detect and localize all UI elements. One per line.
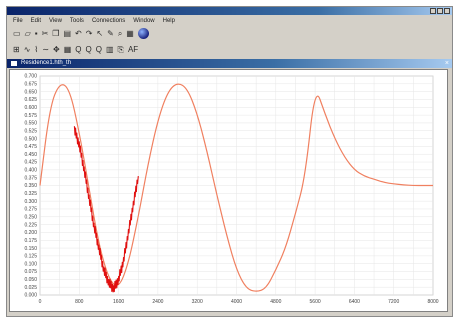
x-tick-label: 2400 [152, 299, 163, 305]
x-tick-label: 7200 [388, 299, 399, 305]
x-tick-label: 800 [75, 299, 84, 305]
menu-file[interactable]: File [13, 17, 23, 24]
y-tick-label: 0.325 [24, 191, 37, 197]
y-tick-label: 0.575 [24, 113, 37, 119]
zoom-icon[interactable]: ⌕ [117, 28, 123, 38]
curve-icon[interactable]: ∼ [42, 44, 50, 54]
globe-icon[interactable] [137, 28, 149, 39]
y-tick-label: 0.625 [24, 97, 37, 103]
menu-connections[interactable]: Connections [91, 17, 126, 24]
x-tick-label: 3200 [192, 299, 203, 305]
undo-icon[interactable]: ↶ [75, 28, 82, 38]
select-icon[interactable]: ⊞ [13, 44, 20, 54]
paste-icon[interactable]: ▤ [63, 28, 71, 38]
y-tick-label: 0.175 [24, 238, 37, 244]
open-icon[interactable]: ▱ [24, 28, 31, 38]
copy-plot-icon[interactable]: ⎘ [117, 44, 124, 54]
y-tick-label: 0.525 [24, 128, 37, 134]
menu-edit[interactable]: Edit [30, 17, 42, 24]
y-tick-label: 0.475 [24, 144, 37, 150]
zoom-out-button[interactable]: Q [85, 44, 92, 54]
cut-icon[interactable]: ✂ [41, 28, 49, 38]
document-icon [11, 61, 17, 66]
close-icon[interactable]: × [444, 60, 449, 67]
title-bar [7, 7, 452, 15]
line-tool-icon[interactable]: ∿ [23, 44, 31, 54]
y-tick-label: 0.300 [24, 199, 37, 205]
y-tick-label: 0.225 [24, 222, 37, 228]
series-main-line [39, 83, 433, 292]
minimize-button[interactable] [430, 8, 436, 14]
series-noise-line [73, 126, 139, 293]
y-tick-label: 0.375 [24, 175, 37, 181]
x-tick-label: 6400 [349, 299, 360, 305]
x-tick-label: 4800 [270, 299, 281, 305]
y-tick-label: 0.000 [24, 293, 37, 299]
y-tick-label: 0.600 [24, 105, 37, 111]
zoom-fit-button[interactable]: Q [95, 44, 102, 54]
menu-window[interactable]: Window [133, 17, 155, 24]
grid-icon[interactable]: ▦ [126, 28, 134, 38]
y-tick-label: 0.700 [24, 74, 37, 80]
y-tick-label: 0.050 [24, 277, 37, 283]
zoom-in-button[interactable]: Q [75, 44, 82, 54]
menu-help[interactable]: Help [162, 17, 175, 24]
application-window: File Edit View Tools Connections Window … [6, 6, 453, 317]
menu-view[interactable]: View [49, 17, 62, 24]
document-tab[interactable]: Residence1.hth_th × [7, 59, 452, 68]
y-tick-label: 0.275 [24, 207, 37, 213]
close-button[interactable] [444, 8, 450, 14]
window-controls [430, 8, 450, 14]
menu-tools[interactable]: Tools [69, 17, 84, 24]
y-tick-label: 0.200 [24, 230, 37, 236]
y-tick-label: 0.675 [24, 82, 37, 88]
pan-icon[interactable]: ✥ [53, 44, 60, 54]
y-tick-label: 0.250 [24, 214, 37, 220]
y-tick-label: 0.425 [24, 160, 37, 166]
save-icon[interactable]: ▪ [34, 28, 38, 38]
x-tick-label: 1600 [113, 299, 124, 305]
y-tick-label: 0.100 [24, 261, 37, 267]
main-toolbar: ▭ ▱ ▪ ✂ ❐ ▤ ↶ ↷ ↖ ✎ ⌕ ▦ [7, 27, 452, 40]
x-tick-label: 8000 [427, 299, 438, 305]
y-tick-label: 0.150 [24, 246, 37, 252]
y-tick-label: 0.350 [24, 183, 37, 189]
y-tick-label: 0.400 [24, 168, 37, 174]
autofit-button[interactable]: AF [127, 44, 139, 54]
table-icon[interactable]: ▥ [105, 44, 114, 54]
pen-icon[interactable]: ✎ [107, 28, 114, 38]
y-tick-label: 0.650 [24, 89, 37, 95]
y-tick-label: 0.550 [24, 121, 37, 127]
y-tick-label: 0.025 [24, 285, 37, 291]
grid-toggle-icon[interactable]: ▦ [63, 44, 72, 54]
redo-icon[interactable]: ↷ [85, 28, 93, 38]
status-bar [7, 312, 452, 316]
y-tick-label: 0.450 [24, 152, 37, 158]
document-title: Residence1.hth_th [21, 60, 72, 66]
y-tick-label: 0.500 [24, 136, 37, 142]
polyline-icon[interactable]: ⌇ [34, 44, 39, 54]
y-tick-label: 0.075 [24, 269, 37, 275]
menu-bar: File Edit View Tools Connections Window … [7, 16, 452, 25]
arrow-icon[interactable]: ↖ [96, 28, 104, 38]
x-tick-label: 0 [39, 299, 42, 305]
plot-area[interactable]: 0.000 0.025 0.050 0.075 0.100 0.125 0.150 0.175… [9, 69, 448, 312]
copy-icon[interactable]: ❐ [52, 28, 60, 38]
new-icon[interactable]: ▭ [13, 28, 21, 38]
x-tick-label: 4000 [231, 299, 242, 305]
drawing-toolbar: ⊞ ∿ ⌇ ∼ ✥ ▦ Q Q Q ▥ ⎘ AF [7, 43, 452, 56]
maximize-button[interactable] [437, 8, 443, 14]
x-tick-label: 5600 [310, 299, 321, 305]
y-tick-label: 0.125 [24, 254, 37, 260]
